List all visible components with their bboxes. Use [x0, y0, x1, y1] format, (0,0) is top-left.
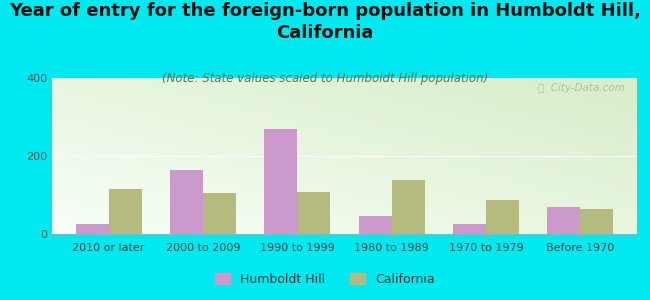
Bar [580, 209, 614, 234]
Bar [547, 208, 580, 234]
Text: ⓘ  City-Data.com: ⓘ City-Data.com [538, 83, 625, 93]
Bar [359, 217, 392, 234]
Text: Year of entry for the foreign-born population in Humboldt Hill,
California: Year of entry for the foreign-born popul… [9, 2, 641, 42]
Bar [75, 224, 109, 234]
Bar [486, 200, 519, 234]
Bar [265, 129, 297, 234]
Bar [170, 169, 203, 234]
Bar [392, 180, 424, 234]
Text: (Note: State values scaled to Humboldt Hill population): (Note: State values scaled to Humboldt H… [162, 72, 488, 85]
Legend: Humboldt Hill, California: Humboldt Hill, California [210, 268, 440, 291]
Bar [203, 193, 236, 234]
Bar [297, 192, 330, 234]
Bar [453, 224, 486, 234]
Bar [109, 189, 142, 234]
